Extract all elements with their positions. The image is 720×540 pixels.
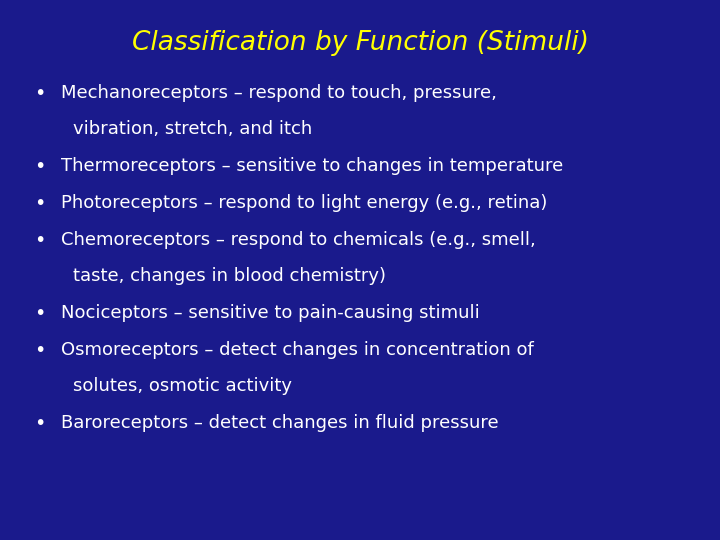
Text: Photoreceptors – respond to light energy (e.g., retina): Photoreceptors – respond to light energy…: [61, 194, 548, 212]
Text: taste, changes in blood chemistry): taste, changes in blood chemistry): [73, 267, 387, 285]
Text: •: •: [34, 231, 45, 249]
Text: Osmoreceptors – detect changes in concentration of: Osmoreceptors – detect changes in concen…: [61, 341, 534, 359]
Text: solutes, osmotic activity: solutes, osmotic activity: [73, 377, 292, 395]
Text: Baroreceptors – detect changes in fluid pressure: Baroreceptors – detect changes in fluid …: [61, 414, 499, 432]
Text: Chemoreceptors – respond to chemicals (e.g., smell,: Chemoreceptors – respond to chemicals (e…: [61, 231, 536, 248]
Text: Thermoreceptors – sensitive to changes in temperature: Thermoreceptors – sensitive to changes i…: [61, 157, 564, 175]
Text: •: •: [34, 414, 45, 433]
Text: •: •: [34, 341, 45, 360]
Text: vibration, stretch, and itch: vibration, stretch, and itch: [73, 120, 312, 138]
Text: •: •: [34, 84, 45, 103]
Text: Classification by Function (Stimuli): Classification by Function (Stimuli): [132, 30, 588, 56]
Text: •: •: [34, 304, 45, 323]
Text: Mechanoreceptors – respond to touch, pressure,: Mechanoreceptors – respond to touch, pre…: [61, 84, 497, 102]
Text: •: •: [34, 194, 45, 213]
Text: •: •: [34, 157, 45, 176]
Text: Nociceptors – sensitive to pain-causing stimuli: Nociceptors – sensitive to pain-causing …: [61, 304, 480, 322]
